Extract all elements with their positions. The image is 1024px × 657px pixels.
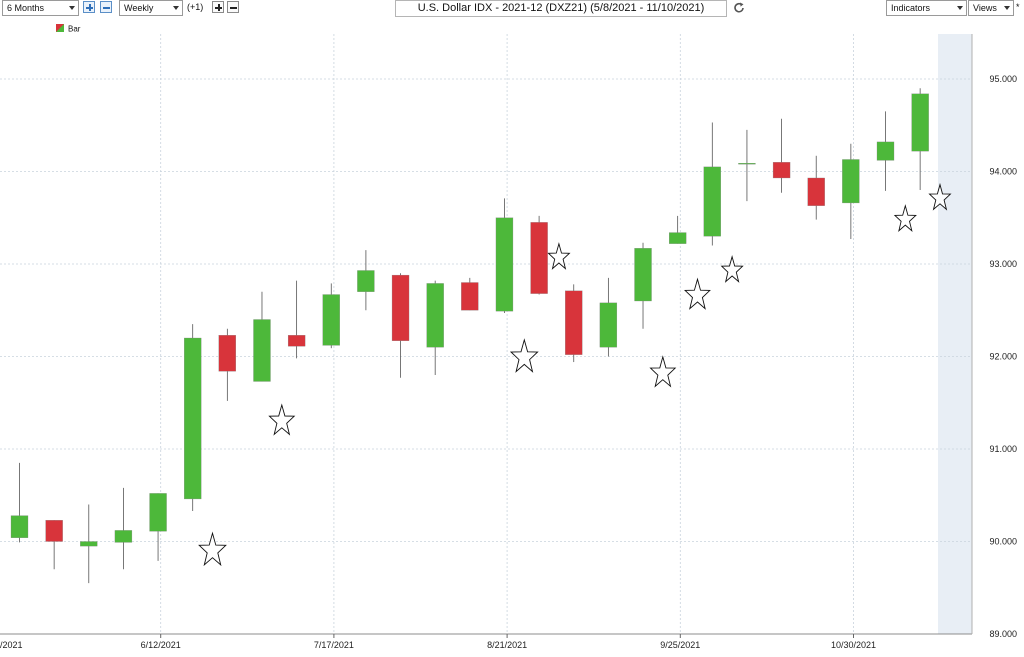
candle-down [530,222,548,294]
candle-down [565,290,583,355]
candle-down [807,177,825,206]
candle-up [599,302,618,348]
y-tick-label: 91.000 [989,444,1017,454]
offset-decrease-button[interactable] [227,1,239,13]
interval-label: Weekly [124,3,154,13]
y-tick-label: 95.000 [989,74,1017,84]
y-tick-label: 94.000 [989,167,1017,177]
candle-down [391,274,410,341]
star-marker-icon [684,277,711,310]
y-tick-label: 90.000 [989,537,1017,547]
chevron-down-icon [173,6,179,10]
zoom-out-button[interactable] [100,1,112,13]
indicators-dropdown[interactable]: Indicators [886,0,967,16]
star-marker-icon [720,255,744,283]
minus-icon [230,7,237,9]
chevron-down-icon [957,6,963,10]
y-tick-label: 89.000 [989,629,1017,639]
star-marker-icon [198,531,227,567]
offset-increase-button[interactable] [212,1,224,13]
candle-down [772,162,791,179]
candle-up [114,530,133,543]
candle-up [80,541,98,547]
x-axis: 5/8/2021 6/12/2021 7/17/2021 8/21/2021 9/25/… [0,634,876,650]
x-tick-label: 5/8/2021 [0,640,23,650]
candle-up [703,166,721,237]
candle-layer [10,88,929,584]
candle-up [495,217,514,312]
candle-up [184,337,202,500]
candle-up [842,159,860,204]
x-tick-label: 6/12/2021 [141,640,181,650]
candle-up [253,319,271,382]
candle-up [10,515,29,538]
annotation-layer [198,182,952,567]
candle-up [738,163,756,165]
x-tick-label: 9/25/2021 [660,640,700,650]
candle-up [149,493,167,532]
candle-up [911,93,929,152]
x-tick-label: 7/17/2021 [314,640,354,650]
y-tick-label: 93.000 [989,259,1017,269]
interval-dropdown[interactable]: Weekly [119,0,183,16]
legend[interactable]: Bar [56,24,81,34]
grid-layer [0,34,972,634]
views-dropdown[interactable]: Views [968,0,1014,16]
future-band [938,34,972,634]
star-marker-icon [268,403,296,436]
minus-icon [103,7,110,9]
chevron-down-icon [1004,6,1010,10]
candle-up [669,232,687,244]
toolbar: 6 Months Weekly (+1) U.S. Dollar IDX - 2… [0,0,1024,17]
x-tick-label: 8/21/2021 [487,640,527,650]
views-label: Views [973,3,997,13]
star-marker-icon [893,204,917,232]
candle-down [218,335,236,372]
legend-label: Bar [68,25,81,34]
candle-down [287,335,306,347]
candle-up [634,248,652,302]
period-label: 6 Months [7,3,45,13]
y-tick-label: 92.000 [989,352,1017,362]
views-modified-marker: * [1016,2,1020,12]
indicators-label: Indicators [891,3,931,13]
candle-down [45,520,63,542]
legend-swatch-diagonal [56,24,64,32]
x-tick-label: 10/30/2021 [831,640,876,650]
star-marker-icon [928,182,952,211]
star-marker-icon [649,355,677,388]
y-axis: 89.000 90.000 91.000 92.000 93.000 94.000 95.0… [989,74,1017,639]
candle-up [426,283,444,348]
refresh-icon[interactable] [732,1,746,15]
zoom-in-button[interactable] [83,1,95,13]
star-marker-icon [547,242,571,270]
candle-down [461,282,479,311]
symbol-title[interactable]: U.S. Dollar IDX - 2021-12 (DXZ21) (5/8/2… [395,0,727,17]
candle-up [322,294,340,346]
period-dropdown[interactable]: 6 Months [2,0,79,16]
star-marker-icon [509,338,539,373]
candle-up [357,270,375,292]
candle-up [876,141,895,161]
offset-label: (+1) [187,2,204,12]
chevron-down-icon [69,6,75,10]
